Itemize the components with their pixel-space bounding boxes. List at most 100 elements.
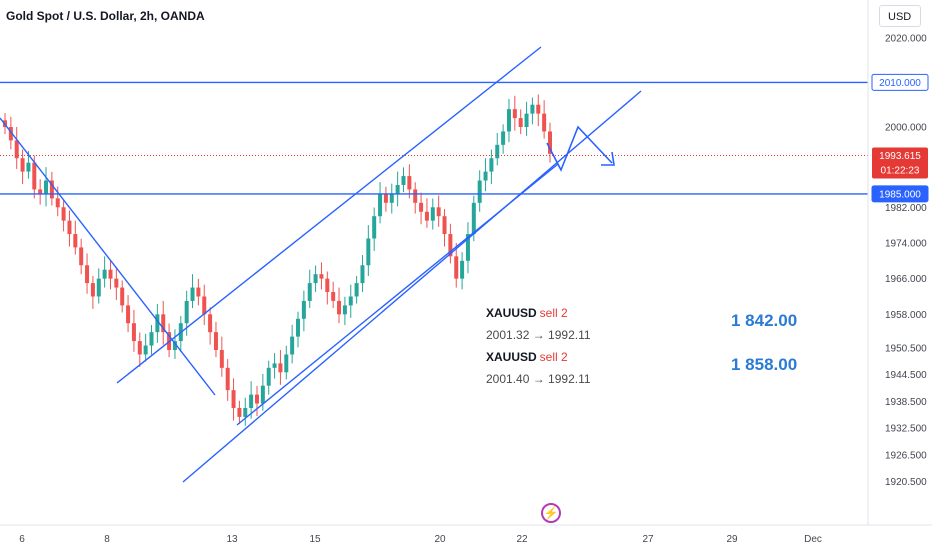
x-tick-label: 22	[516, 534, 528, 545]
candle-body	[342, 305, 347, 315]
candle-body	[202, 296, 207, 315]
candle-body	[137, 341, 142, 355]
candle-body	[465, 234, 470, 261]
candle-body	[383, 193, 388, 203]
candle-body	[319, 274, 324, 279]
candle-body	[149, 332, 154, 346]
candle-body	[38, 189, 43, 194]
candle-body	[413, 189, 418, 203]
candle-body	[331, 292, 336, 301]
candle-body	[260, 385, 265, 404]
candle-body	[442, 216, 447, 235]
candle-body	[524, 113, 529, 127]
candle-body	[208, 314, 213, 333]
candle-body	[243, 407, 248, 417]
y-tick-label: 1932.500	[885, 424, 927, 435]
candle-body	[231, 390, 236, 408]
time-axis: 6 8 13 15 20 22 27 29 Dec	[0, 524, 932, 545]
candle-body	[536, 104, 541, 114]
trade-symbol: XAUUSD	[486, 350, 537, 364]
trade-profit-2: 1 858.00	[731, 355, 798, 374]
candle-body	[49, 180, 54, 199]
y-tick-label: 1926.500	[885, 450, 927, 461]
candle-body	[542, 113, 547, 132]
candle-body	[155, 314, 160, 333]
candle-body	[143, 345, 148, 355]
candle-body	[337, 300, 342, 315]
trade-action: sell 2	[539, 306, 568, 320]
x-tick-label: 27	[642, 534, 654, 545]
candle-body	[290, 336, 295, 355]
candle-body	[284, 354, 289, 373]
candle-body	[266, 367, 271, 386]
candle-body	[460, 260, 465, 279]
candle-body	[32, 162, 37, 190]
projection-path	[546, 125, 613, 172]
candle-body	[436, 207, 441, 217]
candle-body	[307, 283, 312, 301]
candle-body	[79, 247, 84, 266]
support-label-box	[871, 185, 929, 203]
candle-body	[196, 287, 201, 297]
candle-body	[506, 109, 511, 132]
candle-body	[296, 318, 301, 337]
support-label: 1985.000	[879, 189, 921, 200]
current-price-label: 1993.615	[879, 151, 921, 162]
candle-body	[495, 144, 500, 159]
candle-body	[225, 367, 230, 391]
resistance-label-box	[871, 73, 929, 91]
candle-body	[190, 287, 195, 301]
candle-body	[8, 127, 13, 141]
y-tick-label: 1982.000	[885, 203, 927, 214]
x-tick-label: 6	[19, 534, 25, 545]
candle-body	[90, 283, 95, 297]
candle-body	[419, 202, 424, 212]
x-tick-label: 20	[434, 534, 446, 545]
candle-body	[120, 287, 125, 306]
candle-body	[96, 278, 101, 297]
resistance-label: 2010.000	[879, 78, 921, 89]
y-tick-label: 1944.500	[885, 370, 927, 381]
candle-body	[354, 283, 359, 297]
candle-body	[126, 305, 131, 324]
trade-prices: 2001.40 → 1992.11	[486, 372, 591, 386]
y-tick-label: 1958.000	[885, 310, 927, 321]
candle-body	[131, 323, 136, 342]
candle-body	[401, 176, 406, 185]
candle-body	[483, 171, 488, 181]
trade-prices: 2001.32 → 1992.11	[486, 328, 591, 342]
currency-selector[interactable]: USD	[879, 5, 921, 27]
inner-trend-line	[236, 163, 559, 426]
candle-body	[389, 193, 394, 203]
trend-drawings	[0, 46, 868, 483]
candle-body	[85, 265, 90, 284]
candle-body	[184, 300, 189, 324]
y-tick-label: 1920.500	[885, 477, 927, 488]
candle-body	[108, 269, 113, 279]
candle-body	[430, 207, 435, 221]
candle-body	[530, 104, 535, 114]
candle-body	[102, 269, 107, 279]
candle-body	[471, 202, 476, 235]
candle-body	[372, 216, 377, 239]
candle-body	[366, 238, 371, 266]
chart-title: Gold Spot / U.S. Dollar, 2h, OANDA	[6, 9, 205, 23]
current-price-box	[872, 147, 928, 179]
candle-body	[73, 234, 78, 248]
candle-body	[501, 131, 506, 145]
channel-lower-line	[182, 90, 642, 483]
candle-body	[424, 211, 429, 221]
y-tick-label: 2020.000	[885, 33, 927, 44]
candle-body	[114, 278, 119, 288]
candle-body	[477, 180, 482, 203]
candle-body	[518, 118, 523, 127]
candle-body	[14, 140, 19, 159]
y-tick-label: 1966.000	[885, 274, 927, 285]
candle-body	[249, 394, 254, 408]
lightning-icon[interactable]: ⚡	[541, 503, 561, 523]
candles	[3, 94, 552, 426]
x-tick-label: 15	[309, 534, 321, 545]
trade-profit-1: 1 842.00	[731, 311, 798, 330]
candle-body	[172, 341, 177, 350]
